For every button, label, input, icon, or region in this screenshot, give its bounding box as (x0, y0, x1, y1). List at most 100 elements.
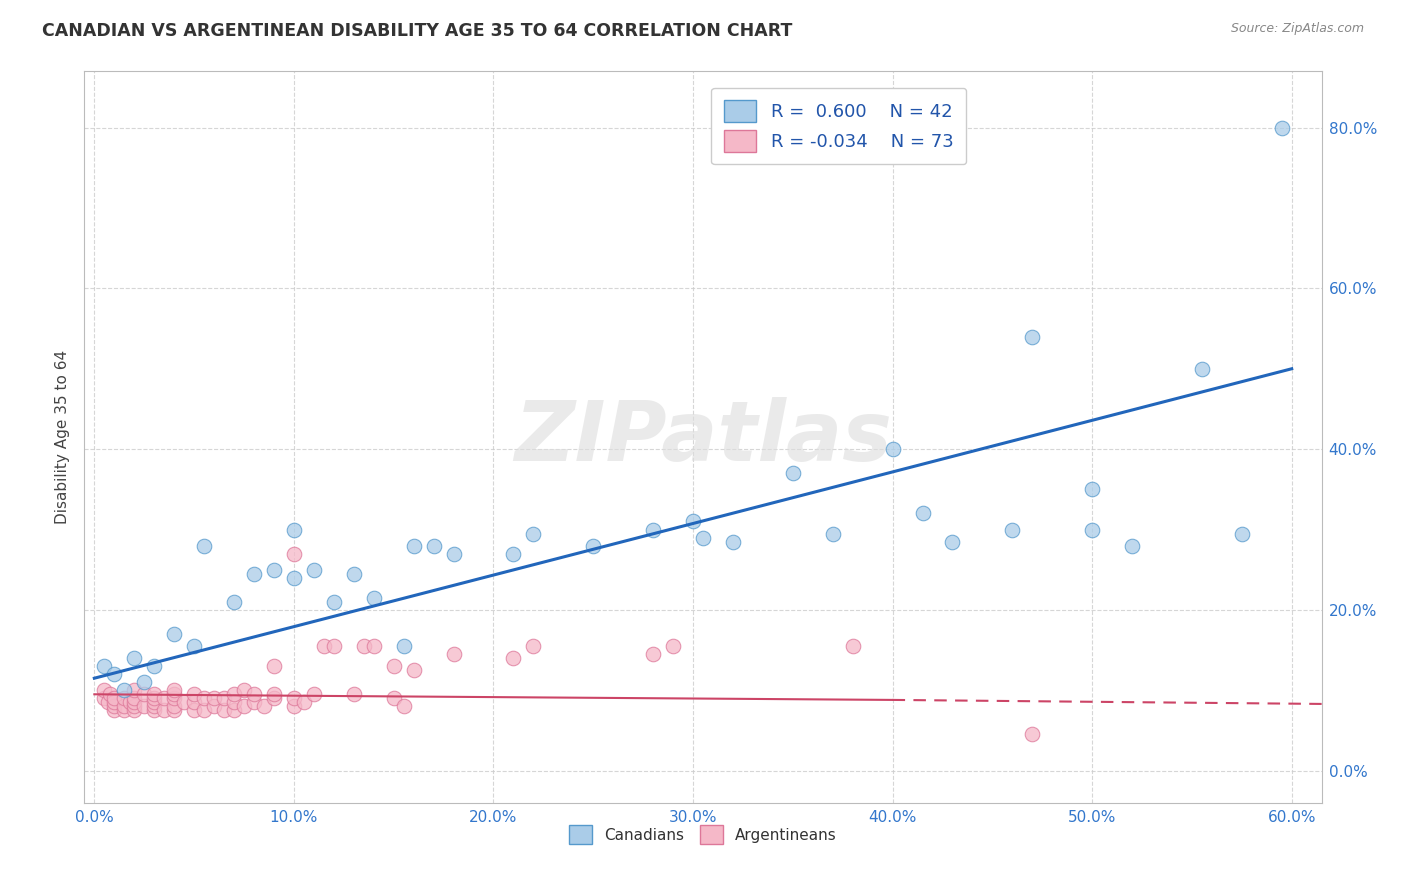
Point (183, 703, 205, 717)
Point (222, 703, 245, 717)
Point (283, 691, 305, 706)
Point (263, 691, 285, 706)
Point (502, 547, 524, 561)
Point (1021, 727, 1043, 741)
Point (1021, 329, 1043, 343)
Point (163, 627, 186, 641)
Point (173, 695, 195, 709)
Point (343, 566, 366, 581)
Point (941, 534, 963, 549)
Point (243, 566, 266, 581)
Point (202, 699, 225, 714)
Point (143, 695, 166, 709)
Point (202, 691, 225, 706)
Point (122, 703, 145, 717)
Point (1271, 120, 1294, 135)
Point (353, 639, 375, 653)
Point (422, 539, 444, 553)
Point (222, 695, 245, 709)
Point (143, 699, 166, 714)
Point (1191, 361, 1213, 376)
Point (382, 691, 405, 706)
Point (122, 699, 145, 714)
Point (882, 442, 904, 457)
Y-axis label: Disability Age 35 to 64: Disability Age 35 to 64 (55, 350, 70, 524)
Point (153, 703, 176, 717)
Point (283, 547, 305, 561)
Point (103, 695, 125, 709)
Point (233, 699, 256, 714)
Point (153, 691, 176, 706)
Point (1001, 523, 1024, 537)
Point (263, 687, 285, 701)
Point (93, 683, 115, 698)
Point (363, 639, 385, 653)
Point (193, 691, 215, 706)
Point (183, 695, 205, 709)
Point (382, 659, 405, 673)
Point (143, 687, 166, 701)
Point (212, 703, 235, 717)
Point (103, 699, 125, 714)
Point (392, 699, 415, 714)
Point (312, 639, 335, 653)
Point (283, 571, 305, 585)
Point (443, 547, 465, 561)
Point (402, 663, 425, 677)
Point (392, 639, 415, 653)
Point (112, 703, 135, 717)
Point (143, 659, 166, 673)
Point (183, 687, 205, 701)
Point (122, 651, 145, 665)
Point (1081, 523, 1104, 537)
Point (134, 675, 156, 690)
Point (163, 691, 186, 706)
Point (93, 691, 115, 706)
Point (343, 687, 366, 701)
Point (163, 703, 186, 717)
Point (222, 687, 245, 701)
Text: CANADIAN VS ARGENTINEAN DISABILITY AGE 35 TO 64 CORRELATION CHART: CANADIAN VS ARGENTINEAN DISABILITY AGE 3… (42, 22, 793, 40)
Point (283, 523, 305, 537)
Point (212, 691, 235, 706)
Point (1081, 483, 1104, 497)
Point (682, 515, 704, 529)
Point (112, 683, 135, 698)
Point (122, 691, 145, 706)
Point (302, 563, 325, 577)
Point (322, 639, 344, 653)
Point (821, 526, 844, 541)
Point (522, 526, 544, 541)
Point (662, 639, 685, 653)
Point (1230, 526, 1253, 541)
Point (143, 691, 166, 706)
Point (120, 695, 142, 709)
Point (643, 647, 665, 661)
Point (97, 695, 120, 709)
Point (363, 591, 385, 605)
Point (134, 687, 156, 701)
Point (643, 523, 665, 537)
Point (263, 563, 285, 577)
Point (243, 687, 266, 701)
Point (193, 539, 215, 553)
Point (93, 659, 115, 673)
Point (522, 639, 544, 653)
Point (112, 699, 135, 714)
Point (122, 695, 145, 709)
Point (283, 699, 305, 714)
Point (502, 651, 524, 665)
Point (134, 699, 156, 714)
Point (322, 595, 344, 609)
Point (721, 534, 744, 549)
Point (103, 667, 125, 681)
Point (292, 695, 315, 709)
Point (163, 687, 186, 701)
Point (253, 699, 276, 714)
Point (911, 507, 934, 521)
Point (402, 539, 425, 553)
Point (263, 659, 285, 673)
Legend: Canadians, Argentineans: Canadians, Argentineans (564, 819, 842, 850)
Point (122, 683, 145, 698)
Text: ZIPatlas: ZIPatlas (515, 397, 891, 477)
